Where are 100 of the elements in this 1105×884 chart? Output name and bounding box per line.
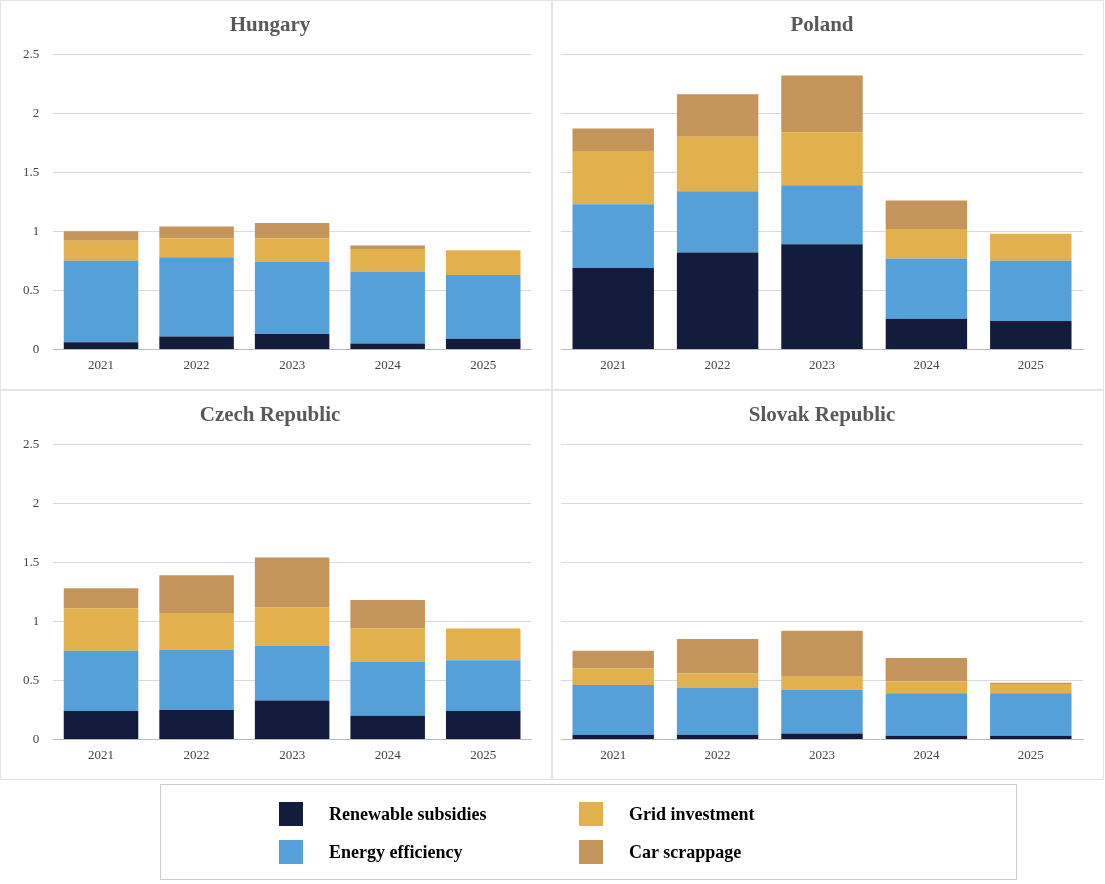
x-tick-label: 2023 — [279, 356, 306, 372]
bar — [885, 735, 968, 739]
bar — [350, 600, 425, 629]
bar — [676, 136, 759, 192]
x-tick-label: 2024 — [374, 356, 402, 372]
x-tick-label: 2022 — [704, 746, 731, 762]
legend-label: Energy efficiency — [329, 841, 463, 863]
y-tick-label: 2 — [32, 104, 40, 120]
bar — [572, 668, 654, 686]
bar — [990, 693, 1072, 736]
bar — [63, 231, 139, 241]
bar — [781, 132, 863, 186]
y-tick-label: 2.5 — [23, 45, 40, 61]
y-tick-label: 1.5 — [23, 163, 40, 179]
bar — [781, 676, 863, 690]
x-tick-label: 2022 — [183, 746, 210, 762]
bar — [676, 94, 759, 137]
bar — [885, 200, 968, 229]
bar — [159, 226, 234, 239]
bar — [159, 257, 234, 337]
bar — [445, 628, 521, 661]
bar — [350, 661, 425, 716]
bar — [676, 687, 759, 735]
bar — [572, 151, 654, 205]
bar — [676, 734, 759, 739]
bar — [445, 338, 521, 349]
y-tick-label: 2.5 — [23, 435, 40, 451]
bar — [350, 715, 425, 739]
bar — [781, 630, 863, 677]
bar — [159, 613, 234, 650]
bar — [350, 628, 425, 662]
bar — [445, 275, 521, 339]
bar — [159, 575, 234, 614]
bar — [254, 262, 330, 335]
x-tick-label: 2021 — [88, 746, 115, 762]
y-tick-label: 0.5 — [23, 671, 40, 687]
bar — [445, 250, 521, 276]
bar — [159, 709, 234, 739]
x-tick-label: 2023 — [809, 746, 835, 762]
x-tick-label: 2021 — [88, 356, 115, 372]
bar — [254, 334, 330, 349]
bar — [254, 223, 330, 239]
bar — [676, 673, 759, 688]
bar — [885, 228, 968, 259]
legend-label: Renewable subsidies — [329, 803, 487, 825]
x-tick-label: 2021 — [600, 356, 627, 372]
bar — [254, 238, 330, 263]
bar — [676, 639, 759, 674]
y-tick-label: 0 — [32, 340, 40, 356]
bar — [676, 252, 759, 349]
bar — [885, 693, 968, 736]
x-tick-label: 2025 — [470, 356, 497, 372]
bar — [572, 204, 654, 268]
x-tick-label: 2024 — [374, 746, 402, 762]
bar — [159, 238, 234, 258]
bar — [572, 267, 654, 349]
bar — [572, 685, 654, 735]
bar — [63, 260, 139, 343]
chart-title: Poland — [790, 12, 854, 37]
bar — [572, 650, 654, 669]
bar — [445, 660, 521, 712]
bar — [885, 318, 968, 349]
bar — [990, 233, 1072, 261]
bar — [254, 646, 330, 701]
x-tick-label: 2024 — [913, 356, 940, 372]
bar — [990, 683, 1072, 694]
bar — [572, 734, 654, 739]
x-tick-label: 2023 — [809, 356, 835, 372]
bar — [63, 588, 139, 609]
bar — [159, 336, 234, 349]
y-tick-label: 1 — [32, 222, 40, 238]
y-tick-label: 2 — [32, 494, 40, 510]
bar — [63, 342, 139, 349]
y-tick-label: 0.5 — [23, 281, 40, 297]
chart-title: Slovak Republic — [748, 402, 896, 427]
bar — [885, 681, 968, 694]
bar — [990, 260, 1072, 322]
bar — [572, 128, 654, 152]
x-tick-label: 2025 — [1017, 746, 1044, 762]
bar — [159, 649, 234, 710]
y-tick-label: 1 — [32, 612, 40, 628]
bar — [350, 343, 425, 349]
bar — [885, 657, 968, 682]
bar — [781, 733, 863, 739]
y-tick-label: 1.5 — [23, 553, 40, 569]
x-tick-label: 2021 — [600, 746, 627, 762]
legend-label: Car scrappage — [629, 841, 742, 863]
x-tick-label: 2025 — [470, 746, 497, 762]
x-tick-label: 2022 — [704, 356, 731, 372]
bar — [885, 258, 968, 319]
bar — [781, 75, 863, 133]
bar — [350, 245, 425, 250]
bar — [254, 557, 330, 608]
x-tick-label: 2022 — [183, 356, 210, 372]
bar — [63, 240, 139, 261]
legend-label: Grid investment — [629, 803, 755, 825]
bar — [63, 711, 139, 739]
chart-title: Czech Republic — [199, 402, 341, 427]
bar — [781, 244, 863, 349]
bar — [254, 607, 330, 647]
